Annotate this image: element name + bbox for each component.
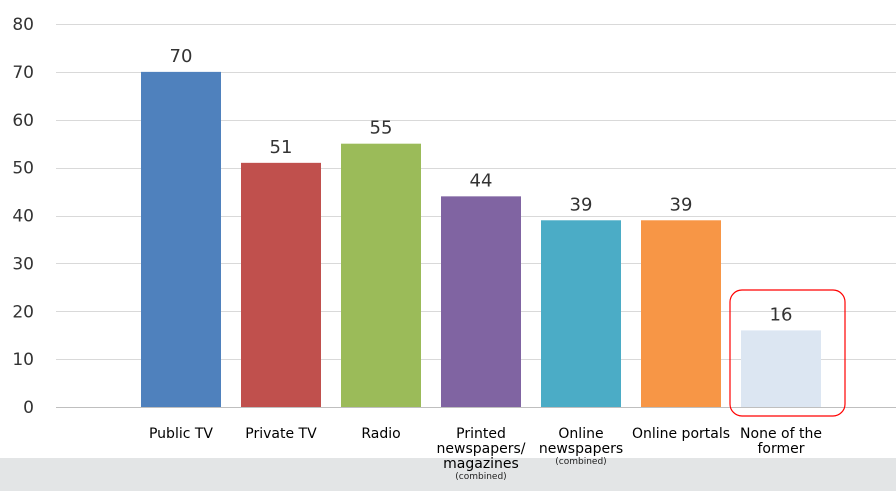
x-tick-label: Online portals (628, 427, 734, 442)
data-label: 39 (670, 194, 693, 215)
y-tick-label: 20 (12, 302, 34, 322)
y-tick-label: 60 (12, 111, 34, 131)
x-tick-label: Private TV (228, 427, 334, 442)
y-tick-label: 30 (12, 254, 34, 274)
bar (341, 143, 421, 407)
data-label: 16 (770, 304, 793, 325)
bar (741, 330, 821, 407)
x-tick-text: Printed newspapers/ magazines (436, 426, 526, 472)
y-tick-label: 0 (23, 398, 34, 418)
x-tick-text: Radio (361, 426, 401, 442)
bar (441, 196, 521, 407)
x-tick-text: Public TV (148, 426, 213, 442)
x-tick-label: Radio (328, 427, 434, 442)
bar (141, 71, 221, 407)
x-tick-text: Private TV (245, 426, 317, 442)
y-tick-label: 40 (12, 207, 34, 227)
x-tick-text: Online portals (631, 426, 731, 442)
data-label: 70 (170, 46, 193, 67)
bar (541, 220, 621, 407)
x-tick-text: Online newspapers (538, 426, 624, 457)
data-label: 55 (370, 118, 393, 139)
x-tick-label: Public TV (128, 427, 234, 442)
y-tick-label: 10 (12, 350, 34, 370)
y-tick-label: 70 (12, 63, 34, 83)
x-tick-text: None of the former (740, 426, 822, 457)
x-tick-label: Printed newspapers/ magazines (combined) (428, 426, 534, 483)
y-tick-label: 50 (12, 159, 34, 179)
data-label: 51 (270, 137, 293, 158)
x-tick-subtext: (combined) (555, 457, 607, 467)
data-label: 44 (470, 170, 493, 191)
x-tick-label: None of the former (728, 427, 834, 457)
highlight-box (729, 289, 846, 417)
footer-band (0, 458, 896, 491)
bar (641, 220, 721, 407)
bar (241, 162, 321, 407)
x-tick-subtext: (combined) (455, 472, 507, 482)
y-tick-label: 80 (12, 15, 34, 35)
x-tick-label: Online newspapers (combined) (528, 426, 634, 468)
data-label: 39 (570, 194, 593, 215)
